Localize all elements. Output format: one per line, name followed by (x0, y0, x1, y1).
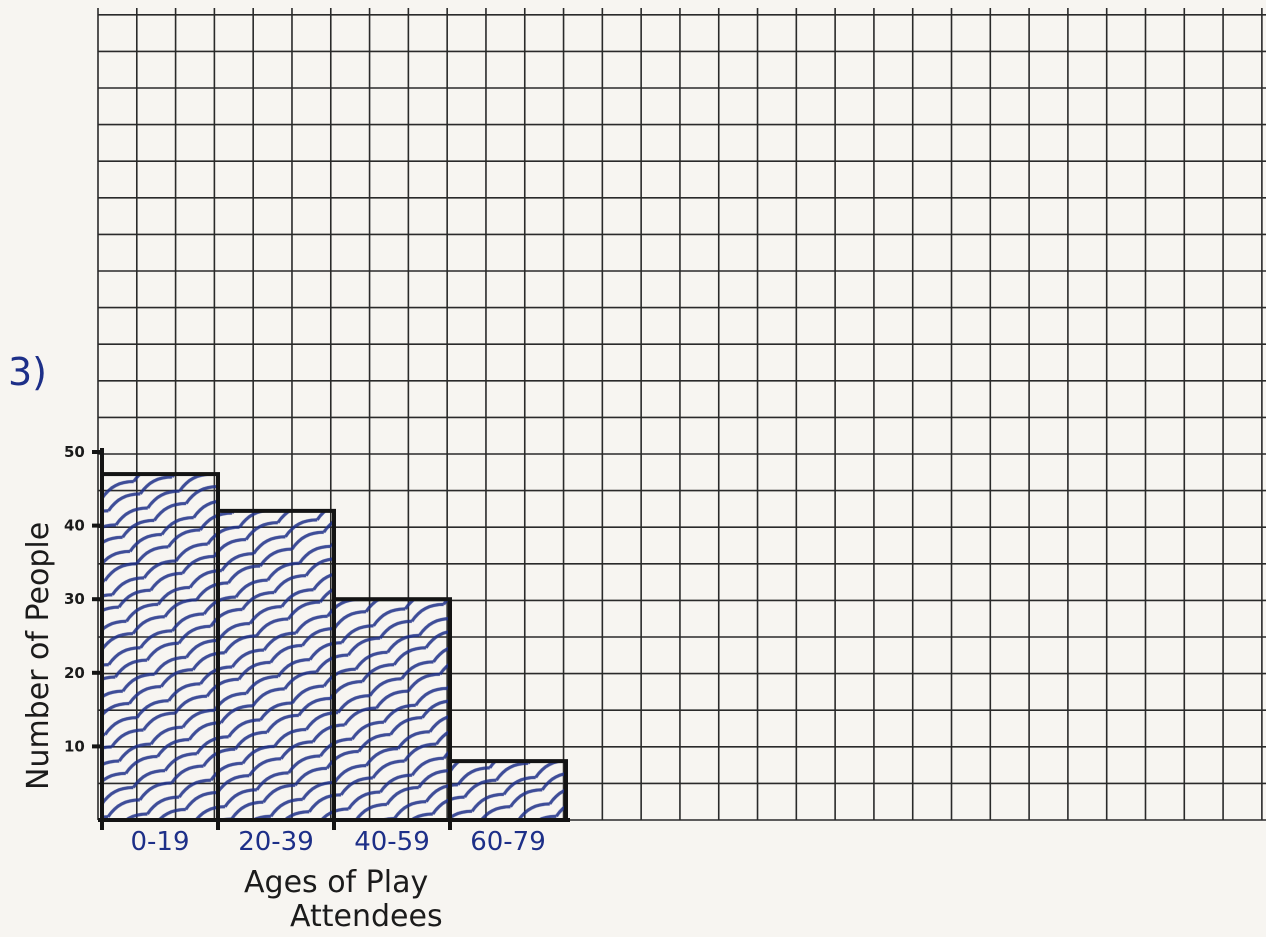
x-category-label-60-79: 60-79 (470, 827, 546, 857)
x-category-label-0-19: 0-19 (130, 827, 189, 857)
y-tick-label-40: 40 (64, 517, 85, 535)
x-category-label-40-59: 40-59 (354, 827, 430, 857)
y-tick-labels: 10 20 30 40 50 (64, 443, 102, 755)
y-axis-label: Number of People (21, 522, 56, 790)
x-category-label-20-39: 20-39 (238, 827, 314, 857)
x-axis-label-line2: Attendees (290, 899, 443, 934)
bar-fill-0-19 (102, 474, 218, 820)
x-category-labels: 0-19 20-39 40-59 60-79 (100, 820, 546, 857)
y-tick-label-20: 20 (64, 664, 85, 682)
bar-fill-60-79 (450, 761, 566, 820)
graph-paper-grid (97, 8, 1266, 821)
problem-number: 3) (8, 350, 47, 394)
bars-group (100, 472, 568, 823)
x-axis-label-line1: Ages of Play (244, 865, 428, 900)
y-tick-label-50: 50 (64, 443, 85, 461)
y-tick-label-10: 10 (64, 737, 85, 755)
bar-fill-40-59 (334, 599, 450, 820)
bar-fill-20-39 (218, 510, 334, 820)
y-tick-label-30: 30 (64, 590, 85, 608)
